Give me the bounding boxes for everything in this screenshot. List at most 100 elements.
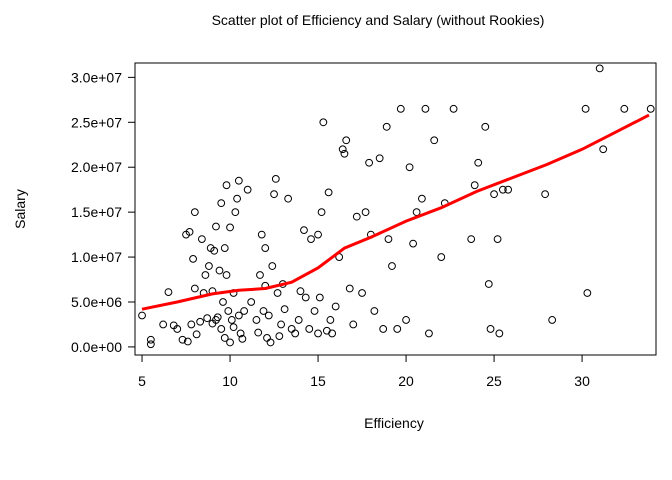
data-point	[481, 122, 490, 131]
data-point	[581, 104, 590, 113]
data-point	[224, 307, 233, 315]
data-point	[384, 235, 393, 243]
data-point	[484, 280, 493, 288]
data-point	[256, 271, 264, 279]
data-point	[498, 185, 507, 194]
data-point	[138, 311, 146, 320]
y-axis: 0.0e+00 5.0e+06 1.0e+07 1.5e+07 2.0e+07 2.5e+…	[71, 69, 136, 355]
data-point	[287, 325, 296, 333]
data-point	[620, 104, 629, 113]
data-point	[315, 293, 324, 302]
x-tick-label: 25	[486, 373, 502, 389]
data-point	[495, 329, 504, 338]
data-point	[185, 228, 194, 236]
data-point	[379, 325, 388, 333]
data-point	[504, 185, 513, 194]
data-point	[270, 190, 278, 199]
data-point	[300, 226, 308, 235]
data-point	[425, 329, 433, 338]
data-point	[314, 329, 322, 338]
data-point	[583, 289, 592, 297]
data-point	[493, 235, 502, 243]
smooth-fit-line	[141, 113, 650, 311]
x-tick-label: 20	[398, 373, 414, 389]
data-point	[319, 118, 328, 127]
data-point	[284, 194, 293, 203]
data-point	[178, 335, 187, 344]
data-points	[138, 64, 655, 349]
y-tick-label: 1.5e+07	[71, 204, 122, 220]
data-point	[340, 149, 349, 158]
data-point	[430, 136, 439, 145]
data-point	[219, 298, 227, 306]
data-point	[266, 338, 275, 347]
data-point	[382, 122, 391, 131]
data-point	[280, 305, 289, 314]
data-point	[328, 329, 337, 338]
data-point	[212, 222, 220, 231]
data-point	[183, 337, 192, 346]
data-point	[358, 289, 366, 297]
data-point	[275, 332, 284, 341]
data-point	[375, 154, 384, 163]
data-point	[342, 136, 351, 145]
x-tick-label: 30	[574, 373, 590, 389]
data-point	[189, 254, 197, 263]
data-point	[226, 223, 234, 232]
data-point	[213, 313, 222, 322]
data-point	[192, 330, 201, 339]
data-point	[210, 246, 219, 255]
data-point	[263, 334, 271, 342]
data-point	[190, 208, 199, 217]
data-point	[310, 307, 319, 315]
data-point	[277, 320, 285, 329]
x-tick-label: 5	[138, 373, 146, 389]
data-point	[361, 208, 370, 217]
y-tick-label: 1.0e+07	[71, 249, 122, 265]
data-point	[349, 320, 358, 329]
data-point	[233, 194, 241, 203]
data-point	[254, 328, 263, 337]
data-point	[271, 175, 280, 183]
data-point	[294, 316, 303, 324]
plot-frame	[134, 62, 657, 356]
data-point	[365, 158, 373, 167]
data-point	[646, 104, 655, 113]
data-point	[412, 208, 421, 217]
data-point	[301, 293, 310, 302]
data-point	[234, 311, 243, 320]
data-point	[268, 262, 277, 270]
chart-title: Scatter plot of Efficiency and Salary (w…	[212, 12, 545, 28]
data-point	[599, 145, 608, 154]
y-tick-label: 2.5e+07	[71, 114, 122, 130]
data-point	[490, 190, 498, 199]
x-tick-label: 15	[310, 373, 326, 389]
y-tick-label: 3.0e+07	[71, 69, 122, 85]
data-point	[220, 244, 229, 252]
data-point	[222, 271, 231, 279]
data-point	[273, 289, 282, 297]
data-point	[326, 316, 335, 324]
data-point	[486, 325, 495, 333]
data-point	[405, 163, 414, 172]
data-point	[291, 329, 300, 338]
data-point	[396, 104, 405, 113]
data-point	[296, 287, 305, 296]
data-point	[234, 176, 243, 185]
data-point	[548, 316, 557, 324]
data-point	[252, 316, 261, 324]
data-point	[259, 307, 268, 315]
data-point	[257, 230, 266, 239]
data-point	[201, 271, 210, 279]
data-point	[324, 188, 333, 197]
data-point	[197, 235, 206, 243]
data-point	[421, 104, 430, 113]
data-point	[187, 320, 196, 329]
y-tick-label: 2.0e+07	[71, 159, 122, 175]
data-point	[220, 334, 229, 342]
data-point	[146, 340, 155, 349]
data-point	[393, 325, 402, 333]
data-point	[215, 266, 224, 275]
data-point	[238, 334, 247, 343]
